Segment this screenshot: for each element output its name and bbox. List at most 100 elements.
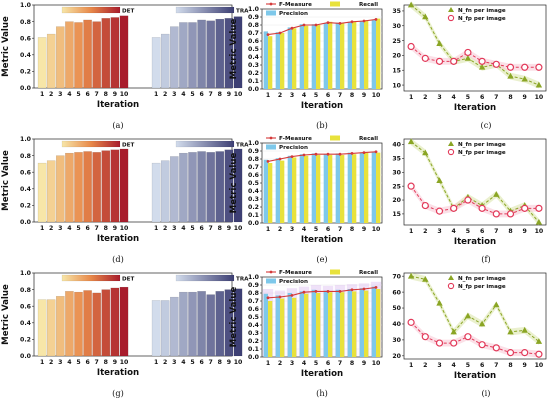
- x-axis-title: Iteration: [301, 235, 343, 245]
- fn-point: [507, 72, 514, 79]
- fp-point: [464, 333, 472, 341]
- precision-bar: [299, 154, 304, 223]
- x-tick-label: 3: [437, 228, 441, 235]
- y-tick-label: 0.2: [20, 69, 31, 76]
- fn-point: [535, 218, 543, 225]
- fmeasure-point: [314, 23, 318, 27]
- det-bar: [119, 286, 129, 357]
- det-bar: [56, 296, 65, 357]
- fn-point: [407, 138, 415, 145]
- fp-point: [421, 201, 429, 210]
- fmeasure-point: [362, 19, 366, 23]
- fn-point: [450, 328, 457, 335]
- legend-fmeasure-marker: [269, 270, 273, 274]
- fp-band: [411, 182, 539, 218]
- det-bar: [74, 22, 83, 89]
- tra-bar: [151, 162, 161, 223]
- precision-bar: [323, 290, 328, 357]
- x-tick-label: 3: [172, 225, 176, 232]
- y-tick-label: 30: [392, 23, 401, 30]
- recall-bar: [376, 18, 381, 90]
- fmeasure-point: [326, 290, 330, 293]
- x-tick-label: 9: [362, 360, 366, 367]
- fp-point: [407, 42, 415, 51]
- x-tick-label: 3: [58, 225, 62, 232]
- x-tick-label: 10: [234, 91, 243, 98]
- y-tick-label: 70: [392, 273, 401, 280]
- precision-bar: [287, 155, 292, 223]
- y-tick-label: 20: [392, 353, 401, 360]
- y-tick-label: 0.4: [20, 320, 32, 327]
- precision-bar: [275, 295, 280, 357]
- fmeasure-point: [338, 22, 342, 25]
- legend-label: Recall: [359, 270, 378, 276]
- precision-bar: [287, 27, 292, 89]
- x-tick-label: 8: [218, 225, 222, 232]
- x-tick-label: 1: [409, 94, 413, 101]
- panel-g-det-tra-chart: 0.0 0.2 0.4 0.6 0.8 1.0 Metric Value Iteration 1…: [1, 270, 249, 378]
- fmeasure-point: [362, 151, 366, 155]
- y-tick-label: 0.1: [248, 212, 259, 219]
- y-tick-label: 0.4: [248, 322, 260, 329]
- y-tick-label: 0.2: [20, 203, 31, 210]
- y-tick-label: 0.0: [248, 220, 260, 227]
- recall-bar: [316, 155, 321, 223]
- panel-d-det-tra-chart: 0.0 0.2 0.4 0.6 0.8 1.0 Metric Value Iteration 1…: [1, 136, 249, 244]
- precision-bar: [263, 293, 268, 357]
- x-tick-label: 9: [523, 228, 527, 235]
- y-tick-label: 0.1: [248, 78, 259, 85]
- x-tick-label: 10: [372, 226, 381, 233]
- precision-bar: [275, 158, 280, 223]
- legend-tra-swatch: [175, 274, 235, 282]
- legend-fp-marker: [447, 282, 455, 290]
- fmeasure-point: [314, 290, 318, 293]
- x-tick-label: 2: [423, 228, 427, 235]
- legend-fmeasure-marker: [269, 2, 273, 6]
- x-tick-label: 3: [172, 359, 176, 366]
- recall-bar: [340, 155, 345, 223]
- tra-bar: [179, 22, 188, 89]
- precision-bar: [311, 153, 316, 223]
- fmeasure-point: [266, 160, 270, 163]
- legend-label: Precision: [279, 279, 308, 285]
- precision-bar: [299, 291, 304, 357]
- fn-point: [478, 63, 486, 70]
- y-tick-label: 0.0: [20, 85, 32, 92]
- precision-bar: [335, 22, 340, 90]
- fmeasure-point: [266, 296, 270, 300]
- x-tick-label: 7: [95, 359, 99, 366]
- y-tick-label: 10: [392, 82, 401, 89]
- y-tick-label: 1.0: [20, 2, 32, 9]
- y-tick-label: 35: [392, 156, 401, 163]
- sublabel-f: (f): [481, 254, 490, 264]
- y-tick-label: 0.1: [248, 346, 259, 353]
- x-tick-label: 5: [76, 225, 80, 232]
- precision-bar: [323, 154, 328, 223]
- y-tick-label: 0.9: [248, 282, 259, 289]
- x-tick-label: 2: [278, 92, 282, 99]
- precision-bar: [371, 151, 376, 223]
- y-tick-label: 0.2: [20, 337, 31, 344]
- x-tick-label: 8: [508, 94, 512, 101]
- panel-e-precision-recall-chart: 0.00.10.20.30.40.50.60.70.80.91.0 Metric …: [229, 135, 383, 245]
- plot-frame: [403, 138, 547, 226]
- det-bar: [92, 292, 101, 357]
- x-tick-label: 1: [266, 360, 270, 367]
- sublabel-e: (e): [316, 254, 327, 264]
- x-tick-label: 5: [466, 228, 470, 235]
- x-tick-label: 2: [163, 225, 167, 232]
- x-tick-label: 8: [104, 91, 108, 98]
- plot-frame: [403, 4, 547, 92]
- legend-label: TRA: [236, 277, 249, 283]
- recall-bar: [376, 152, 381, 223]
- x-tick-label: 6: [326, 92, 330, 99]
- x-tick-label: 6: [480, 362, 484, 369]
- legend-label: DET: [122, 277, 134, 283]
- x-tick-label: 5: [314, 92, 318, 99]
- recall-bar: [292, 157, 297, 223]
- x-tick-label: 5: [314, 360, 318, 367]
- sublabel-h: (h): [316, 388, 328, 398]
- fn-point: [493, 301, 500, 308]
- x-tick-label: 1: [154, 91, 158, 98]
